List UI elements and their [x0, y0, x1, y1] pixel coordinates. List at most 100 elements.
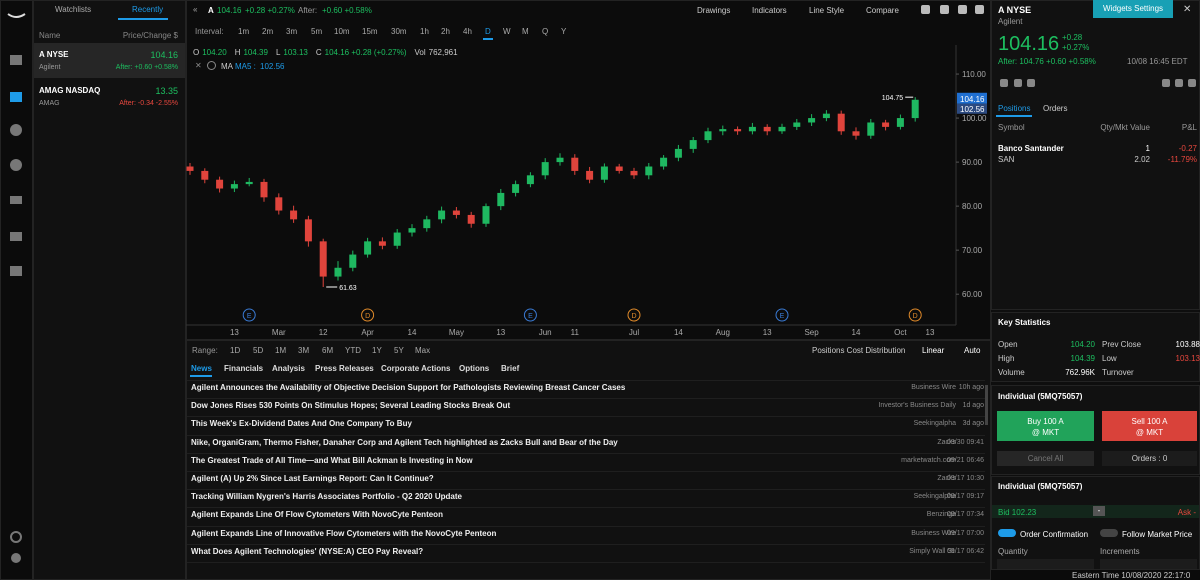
interval[interactable]: 15m — [362, 27, 378, 36]
widgets-button[interactable]: Widgets Settings — [1093, 0, 1173, 18]
tool-icon[interactable] — [975, 5, 984, 14]
orders-button[interactable]: Orders : 0 — [1102, 451, 1197, 466]
x-tick-label: 12 — [319, 328, 328, 337]
account-selector[interactable]: Individual (5MQ75057) — [998, 482, 1083, 491]
chart-setting[interactable]: Linear — [922, 346, 945, 355]
news-source: Business Wire — [911, 529, 956, 537]
news-title[interactable]: Agilent Announces the Availability of Ob… — [191, 383, 626, 392]
field-label: Quantity — [998, 547, 1028, 556]
buy-button[interactable] — [997, 411, 1094, 441]
quote-icon[interactable] — [1014, 79, 1022, 87]
tool[interactable]: Indicators — [752, 6, 787, 15]
candle-body — [748, 126, 756, 132]
candle-body — [645, 166, 653, 176]
candle-body — [867, 122, 875, 136]
range-option[interactable]: 3M — [298, 346, 310, 355]
tab[interactable]: Positions — [998, 104, 1031, 113]
news-tab[interactable]: Financials — [224, 364, 264, 373]
news-time: 09/17 07:34 — [947, 511, 984, 519]
news-title[interactable]: This Week's Ex-Dividend Dates And One Co… — [191, 419, 412, 429]
x-tick-label: 13 — [926, 328, 935, 337]
tool[interactable]: Drawings — [697, 6, 731, 15]
tool-icon[interactable] — [940, 5, 949, 14]
candle-body — [467, 214, 475, 224]
quote-icon[interactable] — [1188, 79, 1196, 87]
quantity-input[interactable] — [997, 559, 1094, 569]
tool-icon[interactable] — [921, 5, 930, 14]
interval[interactable]: 1h — [420, 27, 429, 36]
news-tab[interactable]: Analysis — [272, 364, 305, 373]
news-tab[interactable]: Brief — [501, 364, 520, 373]
sell-button[interactable] — [1102, 411, 1197, 441]
close-button[interactable]: ✕ — [1183, 4, 1192, 15]
range-option[interactable]: 1D — [230, 346, 241, 355]
candle-body — [512, 184, 520, 193]
range-option[interactable]: 5Y — [394, 346, 404, 355]
interval[interactable]: M — [522, 27, 529, 36]
interval[interactable]: W — [503, 27, 511, 36]
news-title[interactable]: Agilent Expands Line Of Flow Cytometers … — [191, 510, 443, 520]
interval[interactable]: 10m — [334, 27, 350, 36]
toggle[interactable] — [1100, 529, 1118, 537]
interval[interactable]: 2h — [441, 27, 450, 36]
collapse-icon[interactable]: « — [193, 5, 198, 14]
news-title[interactable]: What Does Agilent Technologies' (NYSE:A)… — [191, 546, 424, 556]
range-option[interactable]: 1M — [275, 346, 287, 355]
quote-icon[interactable] — [1027, 79, 1035, 87]
toggle[interactable] — [998, 529, 1016, 537]
tool[interactable]: Compare — [866, 6, 899, 15]
tab[interactable]: Orders — [1043, 104, 1068, 113]
tool-icon[interactable] — [958, 5, 967, 14]
close-icon[interactable]: ✕ — [195, 61, 202, 70]
range-option[interactable]: 6M — [322, 346, 334, 355]
tool[interactable]: Line Style — [809, 6, 845, 15]
chart-setting[interactable]: Auto — [964, 346, 981, 355]
news-source: Zacks — [937, 438, 956, 446]
tab[interactable]: Recently — [132, 5, 164, 14]
scrollbar[interactable] — [985, 385, 988, 425]
interval[interactable]: 2m — [262, 27, 274, 36]
cancel-button[interactable]: Cancel All — [997, 451, 1094, 466]
quote-icon[interactable] — [1000, 79, 1008, 87]
news-title[interactable]: Agilent (A) Up 2% Since Last Earnings Re… — [191, 474, 434, 483]
news-title[interactable]: Dow Jones Rises 530 Points On Stimulus H… — [191, 401, 511, 411]
candle-body — [778, 126, 786, 132]
interval[interactable]: 4h — [463, 27, 472, 36]
tab[interactable]: Watchlists — [55, 5, 92, 14]
interval[interactable]: 30m — [391, 27, 407, 36]
range-option[interactable]: 5D — [253, 346, 264, 355]
quote-icon[interactable] — [1162, 79, 1170, 87]
interval[interactable]: 1m — [238, 27, 250, 36]
ma-label: MA5 : — [235, 62, 256, 71]
chart-setting[interactable]: Positions Cost Distribution — [812, 346, 906, 355]
news-tab[interactable]: News — [191, 364, 212, 373]
price: 104.16 — [217, 6, 242, 15]
symbol[interactable]: AMAG NASDAQ — [39, 86, 101, 95]
news-title[interactable]: Nike, OrganiGram, Thermo Fisher, Danaher… — [191, 437, 618, 447]
stat-label: Low — [1102, 354, 1117, 363]
news-source: Investor's Business Daily — [878, 402, 956, 410]
x-tick-label: Mar — [272, 328, 286, 337]
range-option[interactable]: 1Y — [372, 346, 382, 355]
interval[interactable]: Q — [542, 27, 549, 36]
news-title[interactable]: Agilent Expands Line of Innovative Flow … — [191, 528, 497, 538]
position-name: Banco Santander — [998, 144, 1064, 153]
interval[interactable]: Y — [561, 27, 567, 36]
visibility-icon[interactable] — [207, 61, 216, 70]
news-tab[interactable]: Corporate Actions — [381, 364, 451, 373]
event-label: E — [247, 313, 252, 320]
interval[interactable]: 5m — [311, 27, 323, 36]
quote-icon[interactable] — [1175, 79, 1183, 87]
interval[interactable]: D — [485, 27, 491, 36]
news-tab[interactable]: Options — [459, 364, 490, 373]
interval[interactable]: 3m — [286, 27, 298, 36]
increments-input[interactable] — [1100, 559, 1197, 569]
range-option[interactable]: YTD — [345, 346, 361, 355]
news-tab[interactable]: Press Releases — [315, 364, 374, 373]
range-option[interactable]: Max — [415, 346, 431, 355]
account-selector[interactable]: Individual (5MQ75057) — [998, 392, 1083, 401]
candle-body — [334, 267, 342, 277]
symbol[interactable]: A NYSE — [39, 50, 69, 59]
news-title[interactable]: The Greatest Trade of All Time—and What … — [191, 455, 473, 465]
news-title[interactable]: Tracking William Nygren's Harris Associa… — [191, 492, 462, 502]
